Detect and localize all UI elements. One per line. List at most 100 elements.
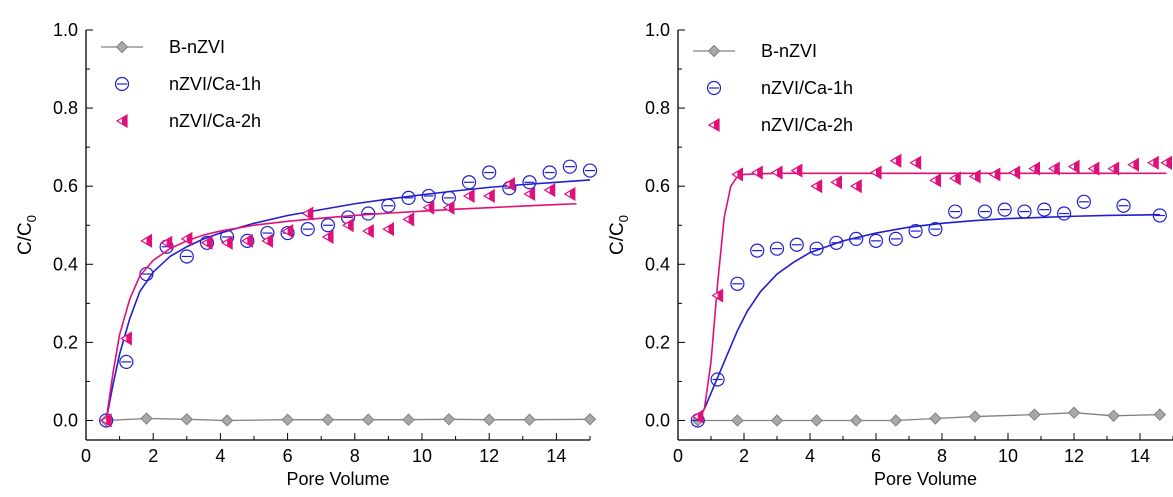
y-tick-label: 0.4 (645, 254, 670, 274)
data-point-fill (816, 180, 822, 193)
data-point-fill (717, 289, 723, 302)
x-tick-label: 6 (283, 446, 293, 466)
data-point-fill (368, 225, 374, 238)
legend: B-nZVI nZVI/Ca-1h nZVI/Ca-2h (693, 41, 853, 135)
x-tick-label: 2 (148, 446, 158, 466)
legend-marker (114, 76, 130, 92)
data-point-fill (1074, 160, 1079, 173)
data-point (199, 235, 215, 250)
data-point-fill (1093, 162, 1099, 175)
data-point-fill (994, 168, 1000, 181)
y-tick-label: 0.8 (53, 98, 78, 118)
y-axis-label-subscript: 0 (616, 215, 631, 222)
data-point-fill (408, 213, 414, 226)
fit-curve (105, 202, 577, 421)
data-point-fill (935, 174, 941, 187)
data-point (1152, 208, 1167, 223)
data-point (523, 413, 536, 426)
data-point (731, 414, 744, 427)
data-point (482, 413, 496, 426)
data-point-fill (126, 332, 132, 345)
data-point-fill (697, 410, 703, 423)
data-point (220, 414, 234, 427)
data-point-fill (307, 207, 313, 220)
data-point-fill (206, 236, 212, 249)
data-point-fill (737, 168, 743, 181)
legend-marker-fill (122, 115, 127, 127)
data-point-fill (975, 170, 980, 183)
data-point (769, 241, 785, 256)
data-point (868, 233, 884, 248)
data-point-fill (796, 164, 802, 177)
data-point-fill (1133, 158, 1139, 171)
legend-marker (706, 80, 722, 96)
x-tick-label: 10 (998, 446, 1018, 466)
data-point-fill (267, 234, 273, 247)
data-point (1116, 198, 1131, 213)
data-point (281, 413, 294, 426)
legend-marker (115, 40, 129, 54)
y-tick-label: 0.8 (645, 98, 670, 118)
data-point-fill (166, 236, 172, 249)
data-point (968, 410, 982, 423)
data-point (710, 372, 725, 387)
data-point (442, 413, 456, 426)
x-tick-label: 8 (937, 446, 947, 466)
y-tick-label: 0.2 (53, 332, 78, 352)
data-point-fill (569, 188, 575, 200)
data-point (889, 414, 903, 427)
y-tick-label: 0.2 (645, 332, 670, 352)
x-axis-label: Pore Volume (286, 469, 389, 489)
data-point (948, 204, 963, 219)
series-2 (690, 194, 1167, 428)
data-point (1076, 194, 1092, 209)
series-line (106, 417, 591, 422)
data-point (730, 276, 745, 291)
data-point (809, 241, 824, 256)
data-point-fill (509, 178, 515, 191)
data-point (929, 412, 942, 425)
data-point-fill (287, 225, 293, 238)
chart-panel-2: 0 2 4 6 8 10 12 14 0.0 0.2 0.4 0.6 0.8 1.0 Pore Volume… (607, 20, 1173, 489)
data-point (240, 233, 255, 248)
legend: B-nZVI nZVI/Ca-1h nZVI/Ca-2h (101, 37, 261, 131)
data-point-fill (915, 156, 921, 169)
x-tick-label: 14 (546, 446, 566, 466)
y-axis-label-main: C/C (15, 222, 36, 255)
fit-curve (697, 172, 1167, 421)
x-tick-label: 4 (805, 446, 815, 466)
data-point (1107, 409, 1120, 422)
legend-marker-fill (714, 119, 719, 131)
legend-label: B-nZVI (761, 41, 817, 61)
y-axis-label-main: C/C (607, 222, 628, 255)
data-point (99, 413, 114, 428)
data-point (320, 218, 336, 233)
data-point (140, 412, 153, 425)
legend-marker (707, 44, 721, 58)
data-point-fill (836, 176, 842, 189)
y-tick-label: 1.0 (645, 20, 670, 40)
data-point-fill (327, 230, 333, 243)
y-axis-label: C/C0 (607, 215, 631, 255)
legend-label: B-nZVI (169, 37, 225, 57)
series-line (697, 412, 1160, 422)
data-point-fill (388, 223, 394, 236)
data-point (461, 175, 477, 190)
y-tick-label: 0.0 (53, 410, 78, 430)
series-3 (691, 153, 1173, 424)
x-tick-label: 12 (1064, 446, 1084, 466)
data-point (421, 188, 436, 204)
data-point (562, 159, 577, 174)
data-point-fill (1034, 162, 1040, 175)
data-point-fill (895, 154, 901, 167)
chart-panel-1: 0 2 4 6 8 10 12 14 0.0 0.2 0.4 0.6 0.8 1.0 Pore Volume… (15, 20, 598, 489)
data-point (770, 414, 784, 427)
legend-label: nZVI/Ca-2h (169, 111, 261, 131)
data-point-fill (227, 236, 233, 249)
data-point-fill (529, 188, 535, 200)
series-1 (99, 412, 597, 427)
data-point-fill (876, 166, 881, 179)
fit-curve (105, 179, 591, 421)
data-point (280, 225, 295, 241)
x-tick-label: 4 (215, 446, 225, 466)
